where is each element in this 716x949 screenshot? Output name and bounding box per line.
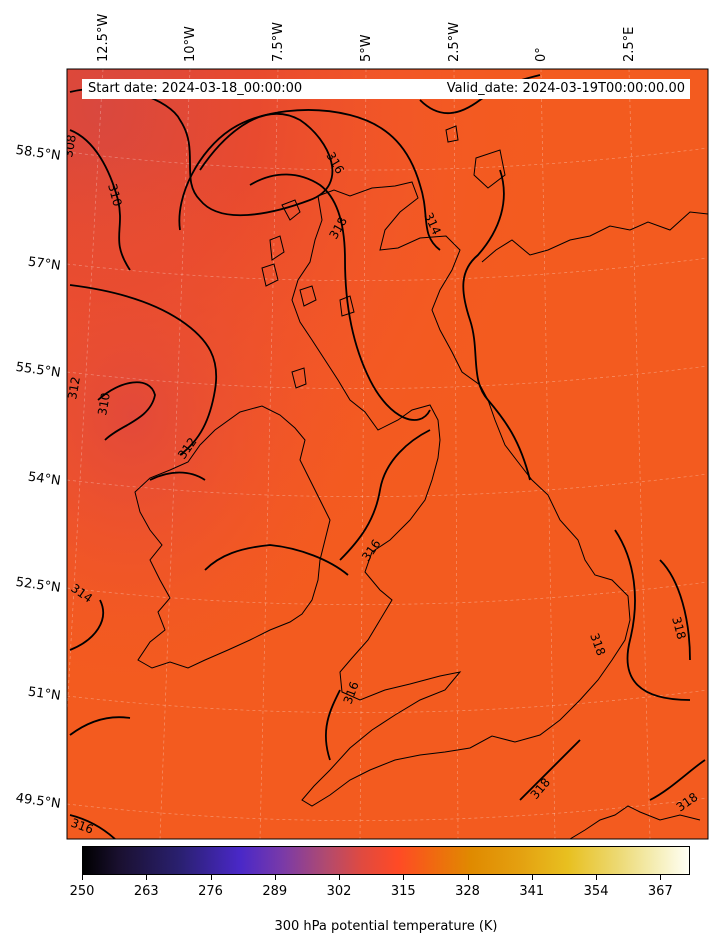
lon-label: 2.5°W bbox=[447, 22, 462, 62]
map-frame bbox=[66, 68, 709, 840]
colorbar-tick-mark bbox=[274, 875, 276, 880]
great-britain-coast bbox=[291, 181, 631, 807]
contour-label: 312 bbox=[65, 376, 83, 401]
lon-label: 12.5°W bbox=[96, 14, 111, 62]
scottish-islands bbox=[261, 125, 506, 389]
lon-label: 7.5°W bbox=[271, 22, 286, 62]
colorbar-tick-label: 354 bbox=[583, 884, 609, 899]
lon-label: 0° bbox=[534, 47, 549, 62]
lat-label: 58.5°N bbox=[15, 143, 62, 164]
colorbar-tick-mark bbox=[210, 875, 212, 880]
lat-label: 51°N bbox=[27, 685, 62, 704]
colorbar-title: 300 hPa potential temperature (K) bbox=[274, 919, 498, 934]
colorbar-tick-label: 250 bbox=[69, 884, 95, 899]
temperature-field: 308 310 316 314 318 312 310 312 314 316 … bbox=[61, 69, 708, 839]
lat-label: 54°N bbox=[27, 470, 62, 489]
colorbar-tick-label: 276 bbox=[198, 884, 223, 899]
lat-label: 55.5°N bbox=[15, 360, 62, 381]
colorbar-tick-label: 367 bbox=[647, 884, 673, 899]
contour-label: 310 bbox=[95, 392, 113, 417]
lat-label: 52.5°N bbox=[15, 575, 62, 596]
contour-label: 308 bbox=[61, 134, 79, 159]
lon-label: 2.5°E bbox=[622, 27, 637, 62]
colorbar-tick-mark bbox=[596, 875, 598, 880]
coastlines bbox=[134, 125, 708, 839]
colorbar bbox=[82, 846, 690, 875]
colorbar-ticks: 250 263 276 289 302 315 328 341 354 367 bbox=[0, 875, 716, 905]
lon-label: 10°W bbox=[183, 26, 198, 62]
isentropes bbox=[69, 74, 706, 839]
colorbar-tick-mark bbox=[660, 875, 662, 880]
colorbar-tick-mark bbox=[146, 875, 148, 880]
valid-date-label: Valid_date: 2024-03-19T00:00:00.00 bbox=[446, 81, 685, 96]
colorbar-tick-label: 315 bbox=[390, 884, 416, 899]
colorbar-tick-label: 263 bbox=[133, 884, 159, 899]
contour-label: 310 bbox=[105, 182, 124, 208]
contour-label: 318 bbox=[669, 615, 688, 641]
colorbar-tick-mark bbox=[339, 875, 341, 880]
lon-label: 5°W bbox=[359, 34, 374, 62]
ireland-coast bbox=[134, 405, 331, 669]
lat-label: 57°N bbox=[27, 255, 62, 274]
start-date-label: Start date: 2024-03-18_00:00:00 bbox=[88, 81, 303, 96]
colorbar-tick-label: 328 bbox=[455, 884, 480, 899]
continent-coast bbox=[481, 211, 708, 839]
colorbar-tick-mark bbox=[82, 875, 83, 880]
longitude-labels: 12.5°W 10°W 7.5°W 5°W 2.5°W 0° 2.5°E bbox=[96, 14, 637, 62]
colorbar-tick-mark bbox=[467, 875, 469, 880]
latitude-labels: 58.5°N 57°N 55.5°N 54°N 52.5°N 51°N 49.5… bbox=[15, 143, 62, 812]
colorbar-tick-label: 289 bbox=[262, 884, 288, 899]
colorbar-tick-mark bbox=[403, 875, 405, 880]
colorbar-tick-mark bbox=[531, 875, 533, 880]
lat-label: 49.5°N bbox=[15, 791, 62, 812]
colorbar-tick-label: 341 bbox=[519, 884, 545, 899]
colorbar-tick-label: 302 bbox=[326, 884, 352, 899]
date-header: Start date: 2024-03-18_00:00:00 Valid_da… bbox=[82, 79, 690, 99]
